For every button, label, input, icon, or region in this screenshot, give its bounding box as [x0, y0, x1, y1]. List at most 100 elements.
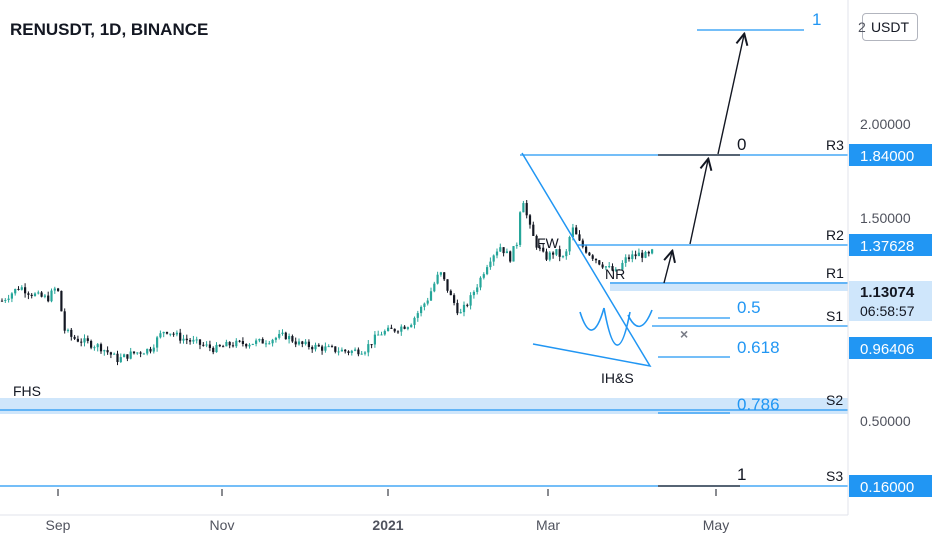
x-marker: ×: [680, 326, 688, 342]
candle-body: [651, 249, 654, 254]
candle-body: [281, 332, 284, 334]
candle-body: [416, 313, 419, 318]
candle-body: [33, 293, 37, 296]
candle-body: [383, 331, 386, 335]
ihs-right-shoulder: [627, 309, 653, 328]
y-tick-label: 1.50000: [860, 210, 911, 226]
candle-body: [598, 260, 601, 265]
candle-body: [116, 353, 119, 363]
candle-body: [248, 344, 251, 347]
candle-body: [70, 329, 73, 337]
candle-body: [24, 287, 27, 294]
candle-body: [627, 257, 631, 260]
candle-body: [278, 333, 281, 338]
candle-body: [413, 317, 416, 325]
price-badge-value: 1.37628: [860, 238, 914, 255]
candle-body: [165, 331, 169, 334]
candle-body: [344, 349, 347, 352]
candle-body: [50, 290, 53, 302]
candle-body: [205, 344, 208, 346]
candle-body: [119, 357, 122, 363]
candle-body: [571, 227, 574, 238]
candle-body: [532, 224, 535, 236]
chart-title: RENUSDT, 1D, BINANCE: [10, 20, 209, 39]
candle-body: [172, 333, 175, 335]
candle-body: [218, 344, 221, 347]
candle-body: [377, 334, 380, 336]
candle-body: [519, 212, 522, 245]
level-label-s1: S1: [826, 308, 843, 324]
candle-body: [509, 251, 512, 262]
candle-body: [86, 338, 89, 341]
candle-body: [538, 247, 541, 249]
y-tick-label: 0.50000: [860, 413, 911, 429]
candle-body: [373, 334, 376, 345]
candle-body: [264, 343, 268, 345]
y-tick-label: 2.00000: [860, 116, 911, 132]
price-badge: [849, 475, 932, 497]
candle-body: [512, 246, 515, 262]
x-tick-label: 2021: [372, 517, 403, 533]
y-tick-label-partial: 2: [858, 19, 866, 35]
candle-body: [90, 340, 93, 348]
candle-body: [350, 350, 353, 353]
candle-body: [109, 352, 112, 355]
candle-body: [288, 336, 291, 340]
currency-unit-button[interactable]: USDT: [862, 13, 918, 41]
candle-body: [588, 252, 591, 256]
candle-body: [321, 346, 324, 351]
candle-body: [258, 339, 261, 341]
candle-body: [301, 341, 304, 345]
candle-body: [354, 349, 357, 351]
candle-body: [73, 336, 76, 339]
candle-body: [429, 291, 433, 301]
candle-body: [370, 344, 373, 346]
candle-body: [489, 261, 492, 268]
fib-label-1: 0: [737, 135, 746, 154]
candle-body: [495, 251, 499, 256]
candle-body: [40, 292, 43, 297]
candle-body: [400, 326, 403, 332]
candle-body: [225, 341, 228, 347]
candle-body: [363, 352, 367, 354]
candle-body: [17, 288, 20, 290]
candle-body: [327, 346, 330, 348]
candle-body: [453, 295, 456, 303]
candle-body: [406, 327, 409, 329]
candle-body: [594, 258, 598, 261]
candle-body: [139, 352, 142, 354]
candle-body: [423, 303, 426, 307]
candle-body: [284, 332, 287, 340]
candle-body: [136, 352, 139, 354]
fib-label-0: 1: [812, 10, 821, 29]
candle-body: [433, 283, 436, 292]
candle-body: [387, 327, 390, 332]
candle-body: [7, 298, 10, 300]
candle-body: [142, 353, 145, 355]
candle-body: [274, 337, 277, 340]
x-tick-label: Sep: [46, 517, 71, 533]
fib-label-4: 0.786: [737, 395, 780, 414]
candle-body: [255, 340, 258, 344]
candle-body: [436, 274, 439, 284]
candle-body: [522, 203, 525, 213]
candle-body: [43, 295, 46, 297]
candle-body: [261, 339, 264, 344]
candle-body: [634, 254, 637, 257]
candle-body: [545, 251, 548, 260]
candle-body: [76, 338, 79, 342]
candle-body: [30, 294, 33, 296]
candle-body: [469, 295, 472, 306]
candle-body: [83, 338, 86, 343]
candle-body: [126, 354, 129, 359]
candle-body: [179, 332, 182, 341]
candle-body: [96, 344, 99, 348]
annotation-fhs: FHS: [13, 383, 41, 399]
candle-body: [528, 215, 532, 225]
annotation-nr: NR: [605, 266, 625, 282]
candle-body: [337, 351, 340, 353]
candle-body: [552, 252, 555, 255]
price-badge: [849, 144, 932, 166]
